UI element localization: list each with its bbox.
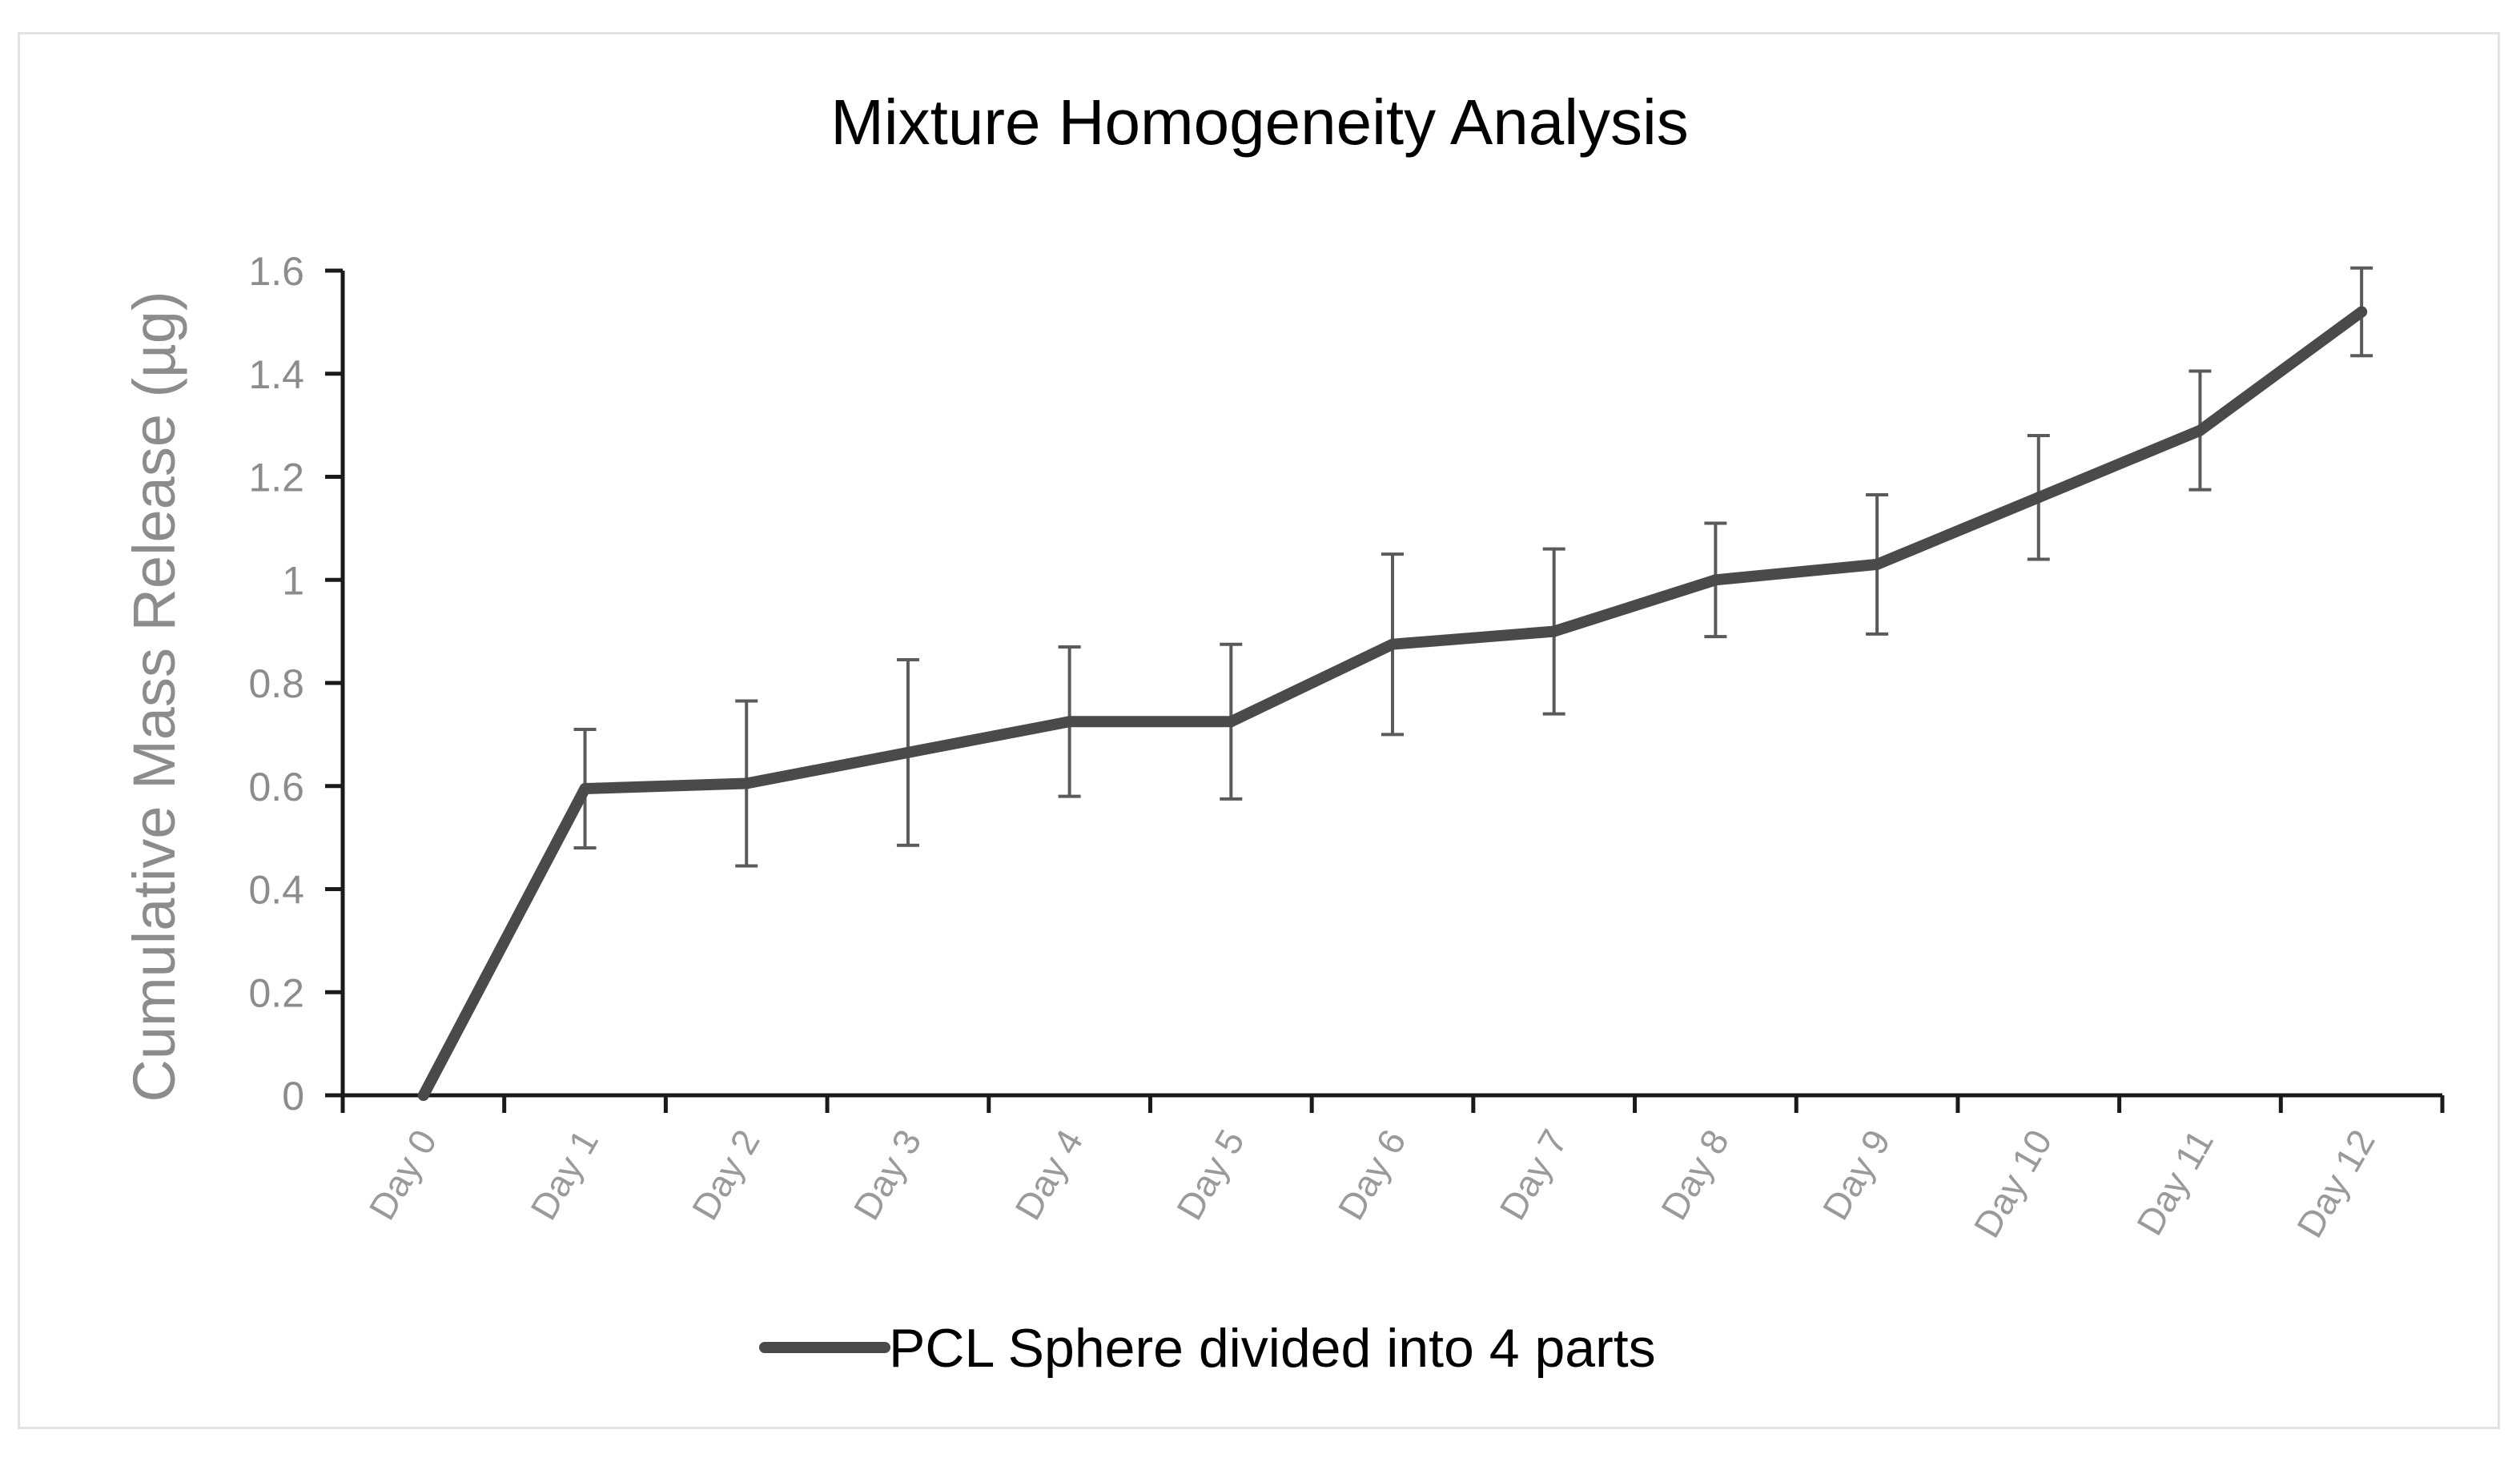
y-tick-label: 0.8 xyxy=(248,661,304,706)
x-tick-label: Day 9 xyxy=(1815,1123,1899,1227)
data-point xyxy=(1548,625,1560,637)
data-point xyxy=(2356,306,2368,318)
data-point xyxy=(1387,638,1398,650)
data-point xyxy=(1225,716,1237,728)
error-bars xyxy=(573,266,2373,868)
y-tick-label: 1 xyxy=(282,558,304,603)
y-tick-label: 1.4 xyxy=(248,352,304,397)
x-tick-label: Day 8 xyxy=(1653,1123,1737,1227)
data-point xyxy=(741,777,753,789)
y-tick-label: 0 xyxy=(282,1074,304,1119)
data-point xyxy=(579,782,591,794)
chart-frame xyxy=(18,32,2500,1429)
x-tick-label: Day 10 xyxy=(1966,1123,2060,1244)
data-point xyxy=(417,1090,429,1101)
chart-title: Mixture Homogeneity Analysis xyxy=(830,86,1689,158)
data-point xyxy=(1063,716,1075,728)
x-tick-label: Day 2 xyxy=(684,1123,768,1227)
data-point xyxy=(1871,558,1883,570)
legend-entry: PCL Sphere divided into 4 parts xyxy=(889,1318,1656,1379)
legend: PCL Sphere divided into 4 parts xyxy=(759,1318,1656,1379)
y-tick-label: 0.6 xyxy=(248,765,304,809)
y-tick-label: 1.6 xyxy=(248,249,304,294)
data-point xyxy=(1710,574,1722,586)
data-point xyxy=(2194,424,2206,436)
y-tick-label: 1.2 xyxy=(248,456,304,500)
x-tick-label: Day 1 xyxy=(522,1123,606,1227)
y-axis-label: Cumulative Mass Release (µg) xyxy=(121,291,187,1102)
x-tick-label: Day 3 xyxy=(845,1123,929,1227)
x-tick-label: Day 0 xyxy=(360,1123,444,1227)
axes: 0 0.2 0.4 0.6 0.8 1 1.2 1.4 1.6 Day 0 Day 1 Day 2 Da… xyxy=(248,249,2445,1244)
x-tick-label: Day 12 xyxy=(2289,1123,2383,1244)
x-tick-label: Day 5 xyxy=(1168,1123,1252,1227)
data-point xyxy=(2032,492,2044,504)
y-tick-label: 0.2 xyxy=(248,970,304,1015)
series-lines xyxy=(417,306,2368,1101)
y-tick-label: 0.4 xyxy=(248,868,304,913)
x-tick-label: Day 4 xyxy=(1007,1123,1091,1227)
x-tick-label: Day 11 xyxy=(2128,1123,2221,1242)
x-tick-label: Day 6 xyxy=(1330,1123,1414,1227)
x-tick-label: Day 7 xyxy=(1491,1123,1575,1227)
data-point xyxy=(902,746,914,758)
